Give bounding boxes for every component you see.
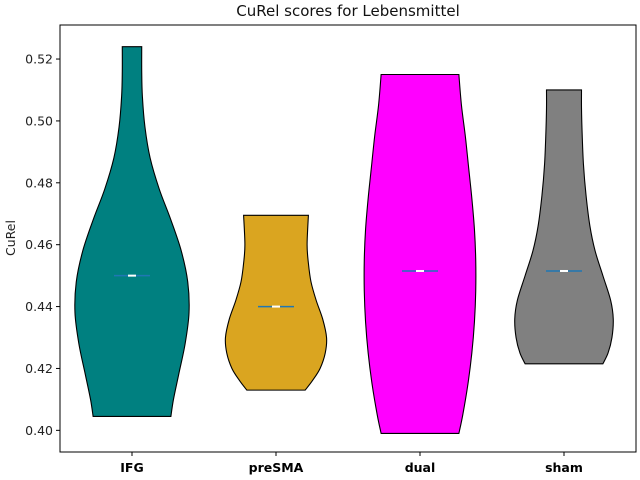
x-axis-ticks: IFG preSMA dual sham xyxy=(120,452,583,475)
median-point-preSMA xyxy=(272,305,280,308)
violin-preSMA xyxy=(224,214,328,391)
y-tick-label: 0.42 xyxy=(25,361,53,376)
y-tick-label: 0.50 xyxy=(25,113,53,128)
violin-dual xyxy=(363,73,477,434)
plot-frame xyxy=(59,24,637,453)
median-point-IFG xyxy=(128,274,136,277)
y-tick-label: 0.44 xyxy=(25,299,53,314)
y-axis-label: CuRel xyxy=(3,220,18,256)
x-tick-label: preSMA xyxy=(249,460,304,475)
y-tick-label: 0.46 xyxy=(25,237,53,252)
violin-bodies xyxy=(74,46,614,434)
median-markers xyxy=(114,269,582,308)
violin-IFG xyxy=(74,46,190,417)
median-point-sham xyxy=(560,269,568,272)
x-tick-label: sham xyxy=(545,460,583,475)
y-tick-label: 0.40 xyxy=(25,423,53,438)
x-tick-label: IFG xyxy=(120,460,143,475)
median-point-dual xyxy=(416,269,424,272)
y-tick-label: 0.48 xyxy=(25,175,53,190)
y-axis-ticks: 0.40 0.42 0.44 0.46 0.48 0.50 0.52 xyxy=(25,52,60,438)
chart-title: CuRel scores for Lebensmittel xyxy=(236,2,460,20)
y-tick-label: 0.52 xyxy=(25,52,53,67)
violin-sham xyxy=(514,89,614,365)
x-tick-label: dual xyxy=(405,460,436,475)
